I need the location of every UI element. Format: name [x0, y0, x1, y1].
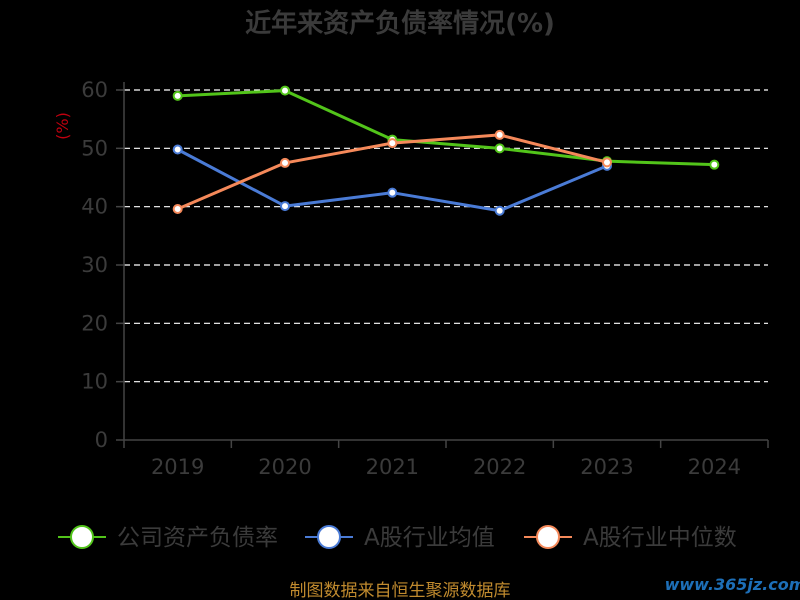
- x-tick-label: 2023: [580, 455, 633, 479]
- chart-title: 近年来资产负债率情况(%): [245, 8, 555, 39]
- data-point[interactable]: [494, 205, 505, 216]
- data-point[interactable]: [602, 157, 612, 168]
- y-tick-label: 60: [81, 78, 108, 102]
- x-tick-label: 2022: [473, 455, 526, 479]
- data-point[interactable]: [172, 144, 183, 155]
- data-point[interactable]: [280, 157, 290, 168]
- data-point[interactable]: [494, 129, 505, 140]
- legend-item-2[interactable]: A股行业中位数: [524, 525, 737, 551]
- grid-layer: [124, 89, 768, 383]
- y-tick-label: 0: [95, 428, 108, 452]
- y-tick-label: 20: [81, 311, 108, 335]
- watermark: www.365jz.com: [665, 575, 800, 594]
- y-tick-label: 10: [81, 370, 108, 394]
- data-point[interactable]: [387, 187, 398, 198]
- x-tick-label: 2020: [258, 455, 311, 479]
- legend-label: 公司资产负债率: [117, 525, 278, 551]
- y-tick-label: 30: [81, 253, 108, 277]
- y-axis-unit: (%): [53, 112, 72, 140]
- series-1: [172, 144, 612, 216]
- data-point[interactable]: [172, 204, 183, 214]
- legend-item-0[interactable]: 公司资产负债率: [58, 525, 278, 551]
- series-layer: [172, 85, 720, 216]
- y-tick-label: 50: [81, 136, 108, 160]
- legend-marker: [70, 525, 94, 549]
- data-source-note: 制图数据来自恒生聚源数据库: [290, 581, 511, 600]
- legend-item-1[interactable]: A股行业均值: [305, 525, 495, 551]
- legend-label: A股行业中位数: [583, 525, 737, 551]
- series-0: [172, 85, 720, 170]
- data-point[interactable]: [387, 138, 398, 149]
- data-point[interactable]: [709, 159, 720, 170]
- legend[interactable]: 公司资产负债率 A股行业均值 A股行业中位数: [58, 525, 737, 551]
- data-point[interactable]: [494, 143, 505, 154]
- legend-marker: [536, 525, 560, 549]
- axis-layer: 0 10 20 30 40 50 60 2019 2020 2021 2022 2023 2024: [81, 78, 769, 479]
- x-tick-label: 2021: [366, 455, 419, 479]
- series-2: [172, 129, 612, 214]
- series-line: [177, 89, 715, 167]
- data-point[interactable]: [280, 201, 290, 212]
- legend-label: A股行业均值: [364, 525, 495, 551]
- legend-marker: [317, 525, 341, 549]
- y-tick-label: 40: [81, 195, 108, 219]
- x-tick-label: 2024: [688, 455, 741, 479]
- data-point[interactable]: [172, 90, 183, 101]
- data-point[interactable]: [280, 85, 290, 96]
- x-tick-label: 2019: [151, 455, 204, 479]
